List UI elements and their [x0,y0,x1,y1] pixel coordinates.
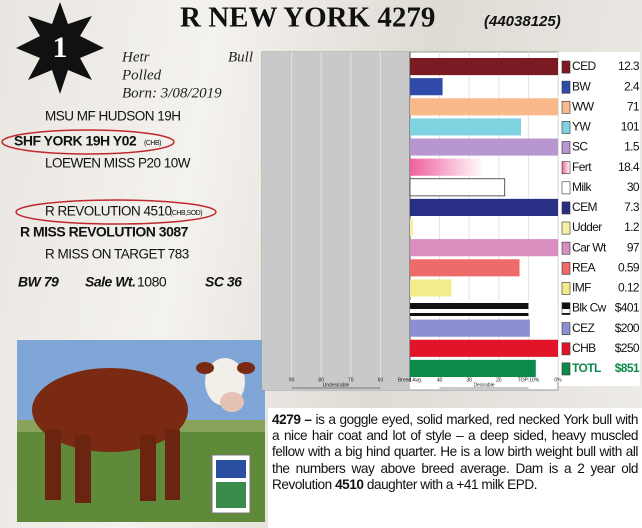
description-bold: 4510 [335,476,364,492]
description-lead: 4279 – [272,412,312,427]
photo [17,340,265,522]
lot-number: 1 [53,31,68,64]
pedigree-dam-dam: R MISS ON TARGET 783 [45,247,189,262]
registration: (44038125) [484,13,561,30]
born: Born: 3/08/2019 [122,85,222,101]
lot-badge [16,2,104,94]
description-text: daughter with a +41 milk EPD. [363,476,538,492]
stat-bw: BW 79 [18,274,59,290]
pedigree-dam-sire-tag: (CHB,SOD) [170,210,202,217]
pedigree-dam: R MISS REVOLUTION 3087 [20,224,189,240]
sex: Bull [228,49,253,65]
stat-sale-wt-label: Sale Wt. [85,274,135,290]
pedigree-dam-sire: R REVOLUTION 4510 [45,204,172,219]
highlight-ellipse [15,199,217,225]
stat-sc: SC 36 [205,274,242,290]
description-text: is a goggle eyed, solid marked, red neck… [272,412,638,492]
breed: Hetr [121,49,150,65]
stat-sale-wt: 1080 [137,274,167,290]
horn: Polled [121,67,162,83]
pedigree-sire-dam: LOEWEN MISS P20 10W [45,156,191,171]
description: 4279 – is a goggle eyed, solid marked, r… [268,408,642,528]
pedigree-sire-sire: MSU MF HUDSON 19H [45,109,181,124]
highlight-ellipse [1,129,175,155]
pedigree-sire-tag: (CHB) [144,140,161,147]
title: R NEW YORK 4279 [180,2,435,34]
pedigree-sire: SHF YORK 19H Y02 [14,133,137,149]
